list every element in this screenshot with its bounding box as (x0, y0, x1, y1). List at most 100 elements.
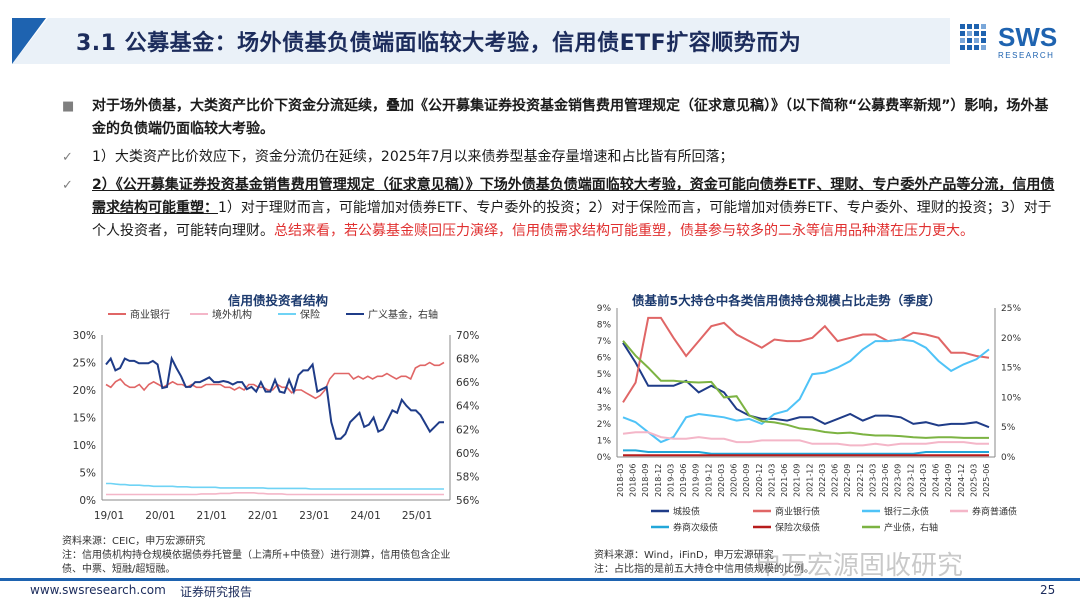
y-right-tick: 70% (456, 330, 479, 342)
y-right-tick: 60% (456, 448, 479, 460)
paragraph-3-text: 1）对于理财而言，可能增加对债券ETF、专户委外的投资；2）对于保险而言，可能增… (92, 200, 1052, 239)
legend-label-6: 产业债，右轴 (884, 522, 938, 534)
y-left-tick: 10% (73, 440, 96, 452)
x-tick: 2023-12 (906, 464, 915, 497)
legend-label-3: 广义基金，右轴 (368, 308, 438, 321)
x-tick: 2022-09 (843, 464, 852, 497)
sws-logo-icon (960, 24, 986, 50)
right-chart-title: 债基前5大持仓中各类信用债持仓规模占比走势（季度） (632, 293, 941, 308)
paragraph-1: ■ 对于场外债基，大类资产比价下资金分流延续，叠加《公开募集证券投资基金销售费用… (62, 95, 1062, 141)
y-left-tick: 5% (79, 468, 96, 480)
right-source: 资料来源：Wind，iFinD，申万宏源研究 注：占比指的是前五大持仓中信用债规… (594, 549, 814, 577)
title-bar (12, 18, 950, 64)
series-line-3 (105, 355, 444, 440)
paragraph-2-text: 1）大类资产比价效应下，资金分流仍在延续，2025年7月以来债券型基金存量增速和… (92, 149, 734, 165)
x-tick: 23/01 (299, 510, 329, 522)
y-left-tick: 8% (597, 321, 612, 331)
footer-website[interactable]: www.swsresearch.com (30, 583, 166, 597)
y-left-tick: 20% (73, 385, 96, 397)
y-left-tick: 25% (73, 358, 96, 370)
footer-divider (0, 578, 1080, 581)
x-tick: 2024-06 (932, 464, 941, 497)
y-left-tick: 0% (597, 453, 612, 463)
y-left-tick: 7% (597, 337, 612, 347)
x-tick: 21/01 (197, 510, 227, 522)
x-tick: 25/01 (402, 510, 432, 522)
x-tick: 2021-09 (793, 464, 802, 497)
left-source-line: 资料来源：CEIC，申万宏源研究 (62, 536, 206, 547)
left-note-line-1: 注：信用债机构持仓规模依据债券托管量（上清所+中债登）进行测算，信用债包含企业 (62, 550, 451, 561)
series-line-3 (622, 431, 989, 447)
series-line-1 (106, 492, 444, 496)
y-left-tick: 9% (597, 304, 612, 314)
paragraph-2: ✓ 1）大类资产比价效应下，资金分流仍在延续，2025年7月以来债券型基金存量增… (62, 146, 1062, 169)
y-left-tick: 15% (73, 413, 96, 425)
slide-header: 3.1 公募基金：场外债基负债端面临较大考验，信用债ETF扩容顺势而为 SWS … (0, 0, 1080, 82)
y-right-tick: 5% (1001, 423, 1016, 433)
left-note-line-2: 债、中票、短融/超短融。 (62, 564, 176, 575)
paragraph-3-key: 2）《公开募集证券投资基金销售费用管理规定（征求意见稿）》下场外债基负债端面临较… (92, 177, 1055, 216)
legend-label-1: 商业银行债 (775, 506, 820, 518)
x-tick: 2025-03 (969, 464, 978, 497)
logo-sub: RESEARCH (998, 51, 1055, 60)
x-tick: 2025-06 (982, 464, 991, 497)
y-right-tick: 10% (1001, 393, 1021, 403)
x-tick: 2024-09 (944, 464, 953, 497)
x-tick: 2019-03 (667, 464, 676, 497)
x-tick: 2024-03 (919, 464, 928, 497)
logo-text: SWS (998, 22, 1058, 52)
y-right-tick: 20% (1001, 334, 1021, 344)
legend-label-2: 保险 (300, 308, 320, 321)
x-tick: 2024-12 (957, 464, 966, 497)
right-source-line: 资料来源：Wind，iFinD，申万宏源研究 (594, 550, 774, 561)
y-left-tick: 4% (597, 387, 612, 397)
page-number: 25 (1040, 583, 1056, 597)
sws-logo: SWS RESEARCH (958, 22, 1068, 64)
x-tick: 2021-03 (767, 464, 776, 497)
paragraph-3-conclusion: 总结来看，若公募基金赎回压力演绎，信用债需求结构可能重塑，债基参与较多的二永等信… (274, 223, 974, 239)
y-right-tick: 68% (456, 354, 479, 366)
x-tick: 24/01 (351, 510, 381, 522)
legend-label-0: 商业银行 (130, 308, 170, 321)
legend-label-1: 境外机构 (212, 308, 252, 321)
check-bullet-icon: ✓ (62, 178, 73, 193)
page-title: 3.1 公募基金：场外债基负债端面临较大考验，信用债ETF扩容顺势而为 (76, 31, 802, 56)
x-tick: 2019-06 (679, 464, 688, 497)
series-line-2 (622, 338, 990, 444)
right-note-line: 注：占比指的是前五大持仓中信用债规模的比例。 (594, 564, 814, 575)
y-right-tick: 62% (456, 424, 479, 436)
holding-share-chart: 0% 1% 2% 3% 4% 5% 6% 7% 8% 9% 0% 5% 10% 15% 20% 25% 2018… (597, 304, 1022, 534)
x-tick: 2019-09 (692, 464, 701, 497)
y-right-tick: 0% (1001, 453, 1016, 463)
y-left-tick: 2% (597, 420, 612, 430)
x-tick: 2021-06 (780, 464, 789, 497)
x-tick: 2023-06 (881, 464, 890, 497)
investor-structure-chart: 商业银行 境外机构 保险 广义基金，右轴 0% 5% 10% 15% 20% 25% 30% 56% 5… (73, 308, 480, 522)
x-tick: 22/01 (248, 510, 278, 522)
series-line-4 (623, 449, 989, 455)
series-line-2 (106, 482, 444, 490)
y-left-tick: 5% (597, 370, 612, 380)
legend-label-4: 券商次级债 (673, 522, 718, 534)
x-tick: 20/01 (145, 510, 175, 522)
x-tick: 2023-09 (894, 464, 903, 497)
left-chart-title: 信用债投资者结构 (228, 293, 329, 308)
y-right-tick: 25% (1001, 304, 1021, 314)
x-tick: 19/01 (94, 510, 124, 522)
y-left-tick: 6% (597, 354, 612, 364)
y-right-tick: 66% (456, 377, 479, 389)
footer-report-type: 证券研究报告 (180, 585, 253, 599)
y-left-tick: 30% (73, 330, 96, 342)
legend-label-0: 城投债 (673, 506, 700, 518)
paragraph-3: ✓ 2）《公开募集证券投资基金销售费用管理规定（征求意见稿）》下场外债基负债端面… (62, 174, 1062, 243)
legend-label-3: 券商普通债 (972, 506, 1017, 518)
x-tick: 2023-03 (868, 464, 877, 497)
x-tick: 2018-09 (641, 464, 650, 497)
x-tick: 2020-09 (742, 464, 751, 497)
x-tick: 2018-12 (654, 464, 663, 497)
x-tick: 2022-12 (856, 464, 865, 497)
x-tick: 2020-06 (730, 464, 739, 497)
y-left-tick: 0% (79, 495, 96, 507)
y-right-tick: 56% (456, 495, 479, 507)
square-bullet-icon: ■ (62, 99, 75, 114)
